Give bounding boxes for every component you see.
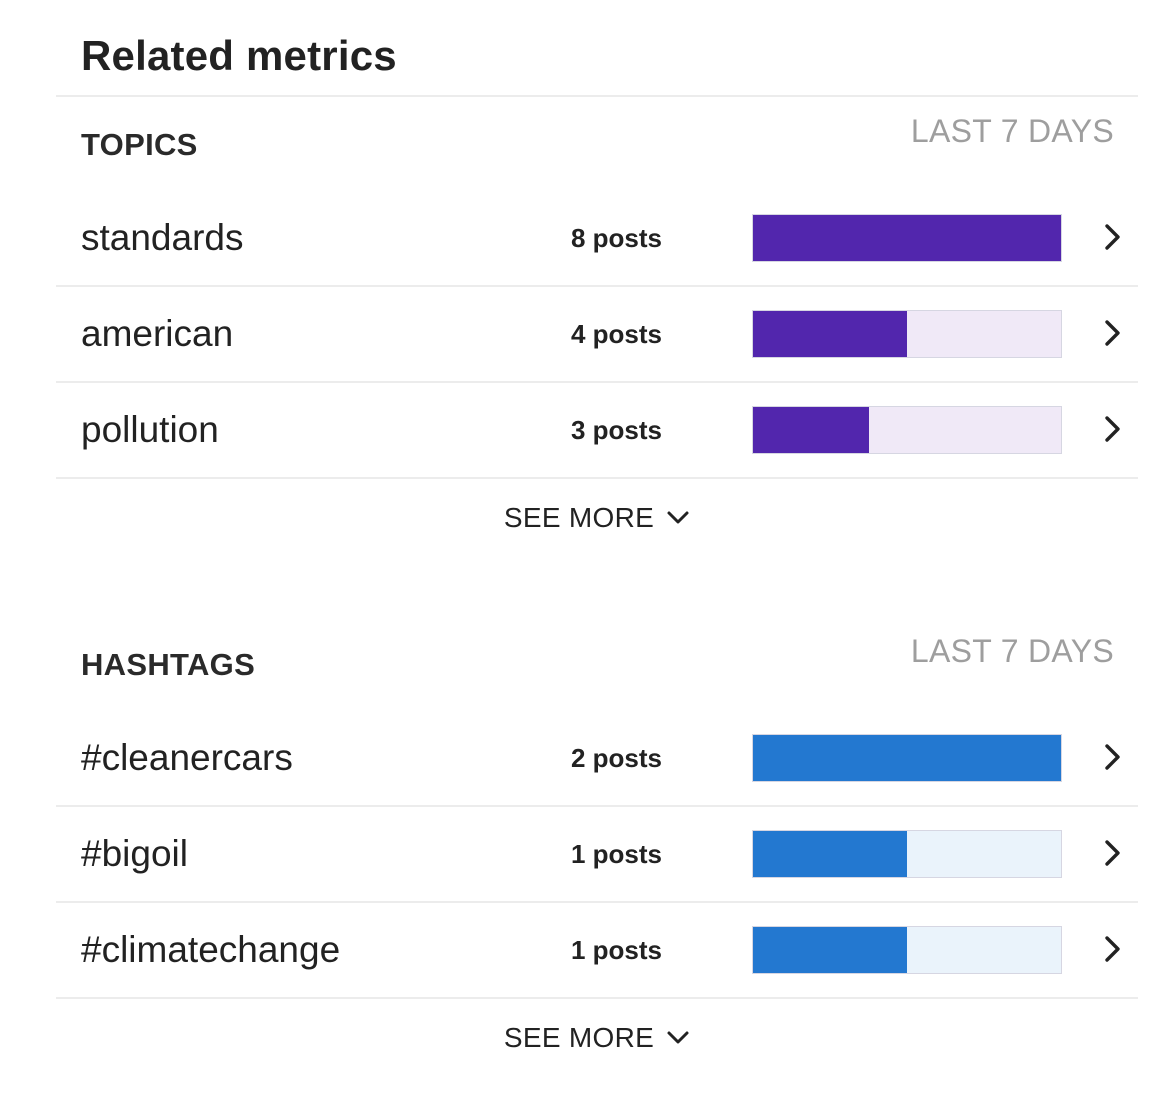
chevron-right-icon[interactable] [1096, 317, 1128, 349]
panel-title: Related metrics [56, 0, 1138, 97]
topic-bar-track [752, 406, 1062, 454]
topic-row-standards[interactable]: standards 8 posts [56, 191, 1138, 287]
chevron-right-icon[interactable] [1096, 741, 1128, 773]
topic-label: american [81, 313, 234, 354]
topic-label: pollution [81, 409, 219, 450]
hashtag-label: #cleanercars [81, 737, 293, 778]
topic-row-pollution[interactable]: pollution 3 posts [56, 383, 1138, 479]
hashtags-range-label: LAST 7 DAYS [910, 633, 1114, 669]
chevron-down-icon [667, 1031, 689, 1044]
hashtag-post-count: 1 posts [570, 839, 662, 869]
hashtag-bar-track [752, 734, 1062, 782]
topic-bar-fill [753, 407, 869, 453]
chevron-down-icon [667, 511, 689, 524]
hashtag-bar-fill [753, 735, 1061, 781]
hashtag-post-count: 2 posts [570, 743, 662, 773]
topics-section: TOPICS LAST 7 DAYS standards 8 posts ame… [56, 97, 1138, 559]
hashtag-label: #bigoil [81, 833, 188, 874]
hashtags-see-more-button[interactable]: SEE MORE [498, 999, 696, 1077]
chevron-right-icon[interactable] [1096, 837, 1128, 869]
hashtag-row-cleanercars[interactable]: #cleanercars 2 posts [56, 711, 1138, 807]
see-more-label: SEE MORE [503, 502, 655, 533]
topic-bar-track [752, 310, 1062, 358]
hashtag-bar-fill [753, 831, 907, 877]
related-metrics-panel: Related metrics TOPICS LAST 7 DAYS stand… [56, 0, 1138, 1079]
chevron-right-icon[interactable] [1096, 221, 1128, 253]
chevron-right-icon[interactable] [1096, 413, 1128, 445]
topics-see-more-button[interactable]: SEE MORE [498, 479, 696, 557]
topic-bar-fill [753, 215, 1061, 261]
topic-post-count: 8 posts [570, 223, 662, 253]
hashtag-bar-track [752, 926, 1062, 974]
hashtag-label: #climatechange [81, 929, 341, 970]
topic-row-american[interactable]: american 4 posts [56, 287, 1138, 383]
topics-header: TOPICS LAST 7 DAYS [56, 97, 1138, 191]
topic-post-count: 4 posts [570, 319, 662, 349]
hashtag-row-bigoil[interactable]: #bigoil 1 posts [56, 807, 1138, 903]
topics-title: TOPICS [81, 127, 198, 162]
topic-bar-fill [753, 311, 907, 357]
hashtags-title: HASHTAGS [81, 647, 256, 682]
hashtag-row-climatechange[interactable]: #climatechange 1 posts [56, 903, 1138, 999]
topics-range-label: LAST 7 DAYS [910, 113, 1114, 149]
topic-post-count: 3 posts [570, 415, 662, 445]
hashtag-bar-fill [753, 927, 907, 973]
see-more-label: SEE MORE [503, 1022, 655, 1053]
topic-bar-track [752, 214, 1062, 262]
hashtag-post-count: 1 posts [570, 935, 662, 965]
hashtags-header: HASHTAGS LAST 7 DAYS [56, 617, 1138, 711]
hashtags-section: HASHTAGS LAST 7 DAYS #cleanercars 2 post… [56, 617, 1138, 1079]
chevron-right-icon[interactable] [1096, 933, 1128, 965]
hashtag-bar-track [752, 830, 1062, 878]
topic-label: standards [81, 217, 244, 258]
